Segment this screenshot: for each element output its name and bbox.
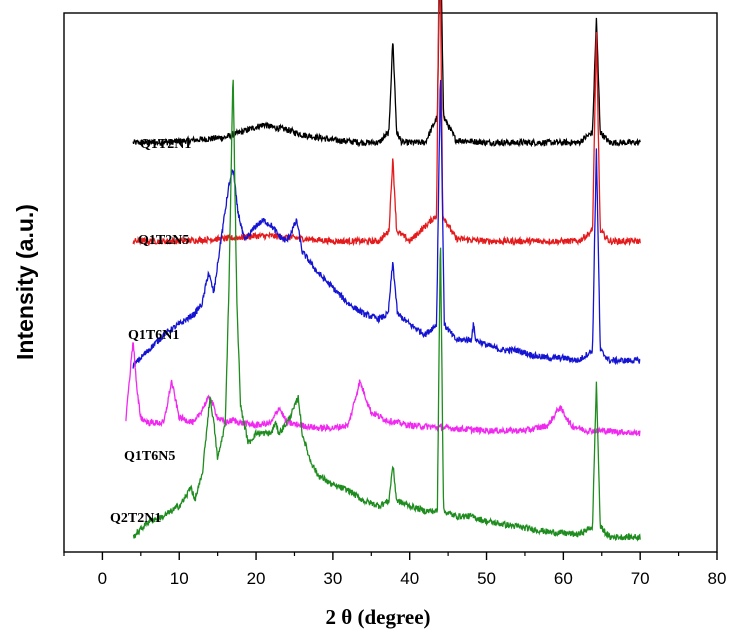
series-lines xyxy=(125,0,641,542)
series-label-q1t6n1: Q1T6N1 xyxy=(128,328,179,343)
x-tick-label: 10 xyxy=(170,569,189,588)
x-axis-label: 2 θ (degree) xyxy=(325,605,430,629)
series-label-q1t6n5: Q1T6N5 xyxy=(124,449,175,464)
plot-frame xyxy=(63,12,718,553)
x-tick-label: 40 xyxy=(400,569,419,588)
series-line-q1t2n1 xyxy=(132,0,641,148)
x-tick-label: 60 xyxy=(554,569,573,588)
x-tick-label: 80 xyxy=(708,569,727,588)
x-axis-ticks: 0 10 20 30 40 50 60 70 80 xyxy=(63,552,727,588)
series-label-q2t2n1: Q2T2N1 xyxy=(110,511,161,526)
x-tick-label: 50 xyxy=(477,569,496,588)
x-tick-label: 70 xyxy=(631,569,650,588)
series-label-q1t2n1: Q1T2N1 xyxy=(140,137,191,152)
series-label-q1t2n5: Q1T2N5 xyxy=(138,233,189,248)
series-line-q2t2n1 xyxy=(132,79,641,542)
series-labels: Q1T2N1 Q1T2N5 Q1T6N1 Q1T6N5 Q2T2N1 xyxy=(110,137,191,526)
y-axis-label: Intensity (a.u.) xyxy=(12,204,38,360)
x-tick-label: 0 xyxy=(98,569,107,588)
x-tick-label: 20 xyxy=(247,569,266,588)
x-tick-label: 30 xyxy=(323,569,342,588)
series-line-q1t2n5 xyxy=(132,0,641,247)
series-line-q1t6n1 xyxy=(132,79,641,369)
